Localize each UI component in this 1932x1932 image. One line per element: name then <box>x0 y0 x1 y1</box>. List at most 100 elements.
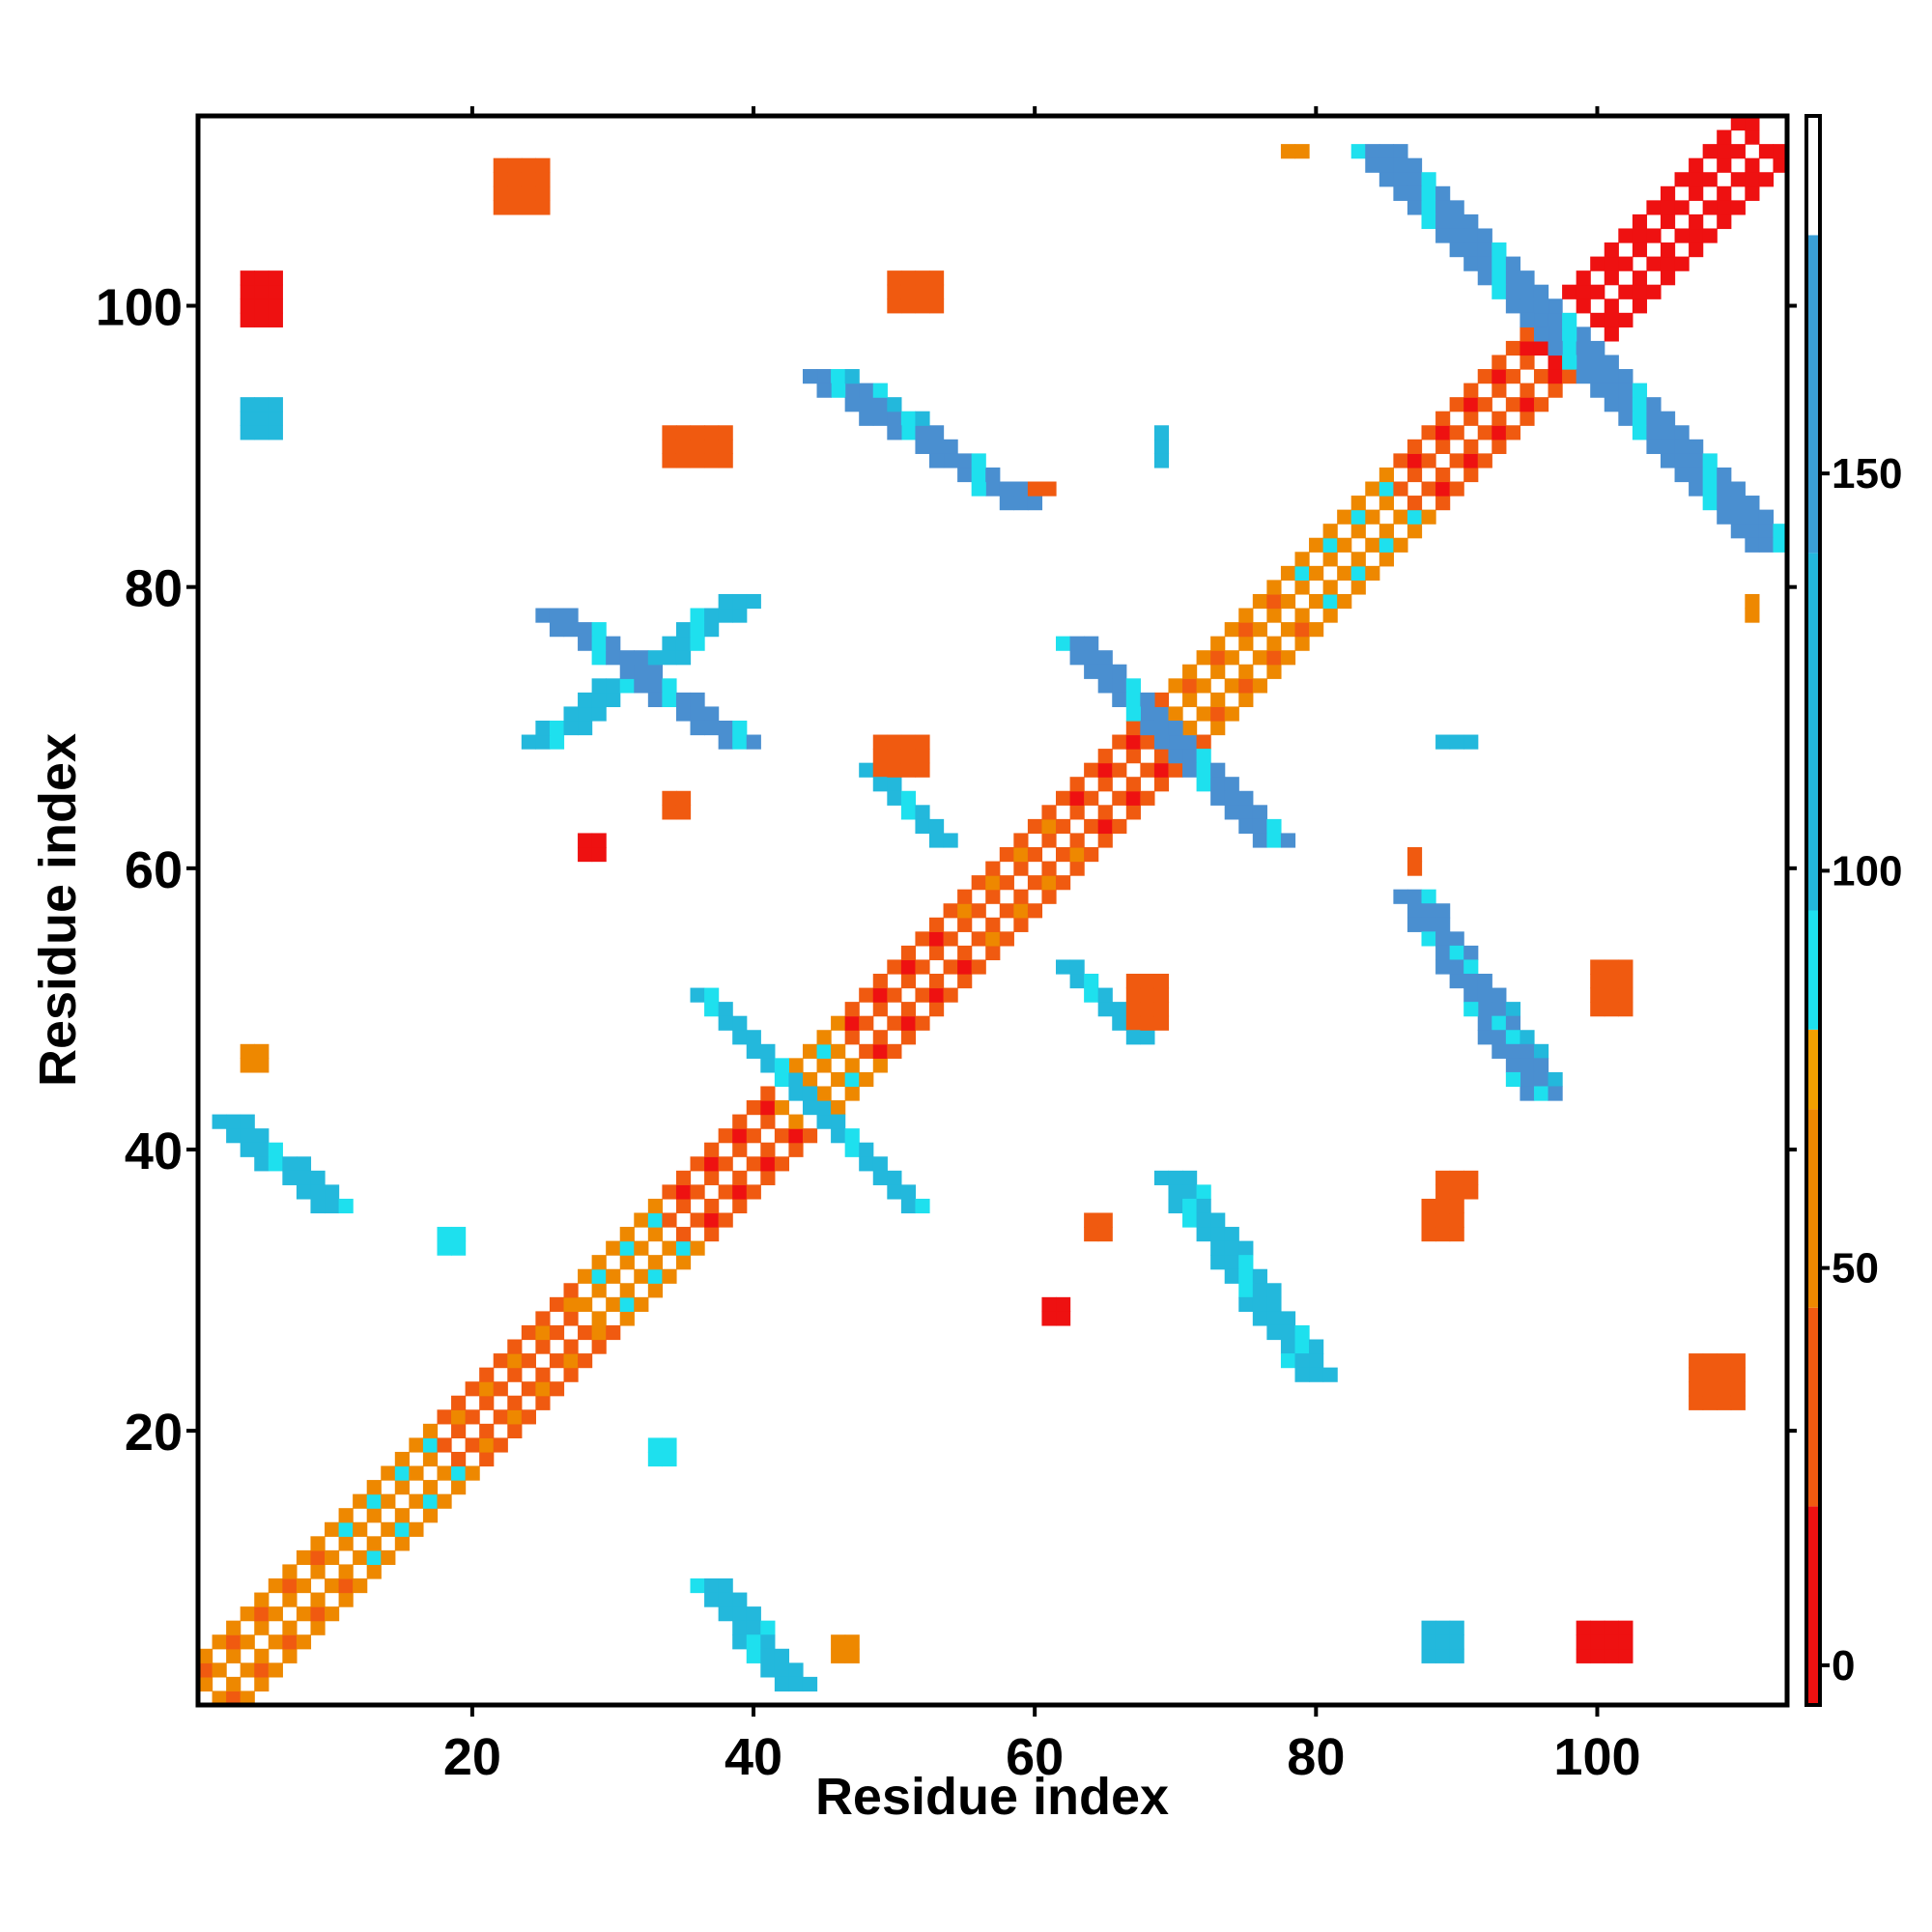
contact-cell <box>1084 1227 1099 1242</box>
contact-cell <box>1224 1255 1239 1270</box>
contact-cell <box>1435 931 1451 947</box>
contact-cell <box>746 1620 761 1635</box>
contact-cell <box>578 1324 593 1341</box>
contact-cell <box>985 467 1001 483</box>
contact-cell <box>507 1423 523 1439</box>
contact-cell <box>1238 818 1254 835</box>
contact-cell <box>521 1353 536 1369</box>
contact-cell <box>381 1493 396 1509</box>
contact-cell <box>1492 1043 1507 1059</box>
contact-cell <box>816 369 832 384</box>
contact-cell <box>296 1577 312 1594</box>
contact-cell <box>1406 903 1423 919</box>
contact-cell <box>872 1002 888 1017</box>
contact-cell <box>1660 425 1676 440</box>
contact-cell <box>591 1283 607 1298</box>
contact-cell <box>1224 1227 1239 1242</box>
contact-cell <box>1520 1071 1535 1088</box>
contact-cell <box>493 1353 508 1369</box>
contact-cell <box>1294 1367 1310 1382</box>
contact-cell <box>1562 340 1577 356</box>
contact-cell <box>1421 509 1436 525</box>
contact-cell <box>690 1184 705 1200</box>
contact-cell <box>1084 846 1099 863</box>
contact-cell <box>1196 762 1211 778</box>
contact-cell <box>1533 327 1549 342</box>
contact-cell <box>1210 650 1226 666</box>
contact-cell <box>1238 1296 1254 1312</box>
contact-cell <box>1576 369 1591 384</box>
contact-cell <box>1449 453 1464 469</box>
contact-cell <box>1435 411 1451 426</box>
contact-cell <box>704 608 720 623</box>
contact-cell <box>619 1283 635 1298</box>
contact-cell <box>1492 1002 1507 1017</box>
contact-cell <box>535 1395 551 1410</box>
contact-cell <box>900 411 917 426</box>
contact-cell <box>900 749 917 764</box>
contact-cell <box>1252 593 1267 610</box>
contact-cell <box>240 1128 255 1144</box>
contact-cell <box>1463 397 1479 412</box>
contact-cell <box>1406 172 1423 187</box>
contact-cell <box>325 1198 340 1214</box>
contact-cell <box>662 425 677 440</box>
contact-cell <box>296 1184 312 1200</box>
contact-cell <box>1505 270 1521 286</box>
contact-cell <box>381 1521 396 1537</box>
contact-cell <box>704 987 720 1003</box>
contact-cell <box>746 1184 761 1200</box>
contact-cell <box>675 790 692 806</box>
contact-cell <box>563 1296 579 1312</box>
contact-cell <box>338 1198 354 1214</box>
contact-cell <box>1533 1071 1549 1088</box>
contact-cell <box>774 1648 790 1663</box>
contact-cell <box>900 1015 917 1031</box>
contact-cell <box>1406 846 1423 863</box>
contact-cell <box>1618 1648 1634 1663</box>
contact-cell <box>240 284 255 299</box>
contact-cell <box>282 1564 298 1579</box>
contact-cell <box>1463 974 1479 989</box>
contact-cell <box>1689 439 1704 454</box>
contact-cell <box>549 1324 565 1341</box>
contact-cell <box>1590 1620 1605 1635</box>
contact-cell <box>240 425 255 440</box>
contact-cell <box>1689 157 1704 173</box>
contact-cell <box>1604 312 1619 327</box>
contact-cell <box>1604 327 1619 342</box>
contact-cell <box>1153 425 1170 440</box>
contact-cell <box>915 931 930 947</box>
contact-cell <box>1337 565 1352 581</box>
contact-cell <box>493 157 508 173</box>
contact-cell <box>802 1071 818 1088</box>
contact-cell <box>900 298 917 314</box>
contact-cell <box>507 157 523 173</box>
contact-cell <box>507 1353 523 1369</box>
contact-cell <box>563 720 579 736</box>
contact-cell <box>1492 355 1507 370</box>
contact-cell <box>1449 1620 1464 1635</box>
contact-cell <box>675 1255 692 1270</box>
contact-cell <box>1632 397 1648 412</box>
contact-cell <box>1702 467 1718 483</box>
contact-cell <box>971 903 986 919</box>
contact-cell <box>1238 1268 1254 1284</box>
contact-cell <box>1013 481 1029 497</box>
contact-cell <box>732 1142 748 1157</box>
contact-cell <box>437 1493 452 1509</box>
contact-cell <box>1125 692 1141 708</box>
contact-cell <box>578 1268 593 1284</box>
contact-cell <box>1463 467 1479 483</box>
contact-cell <box>760 1170 776 1185</box>
contact-cell <box>928 270 945 286</box>
contact-cell <box>1604 270 1619 286</box>
contact-cell <box>1224 706 1239 722</box>
contact-cell <box>1041 833 1057 848</box>
contact-cell <box>690 1156 705 1172</box>
contact-cell <box>437 1240 452 1256</box>
contact-cell <box>831 1128 846 1144</box>
contact-cell <box>675 425 692 440</box>
contact-cell <box>1013 903 1029 919</box>
contact-cell <box>394 1521 410 1537</box>
